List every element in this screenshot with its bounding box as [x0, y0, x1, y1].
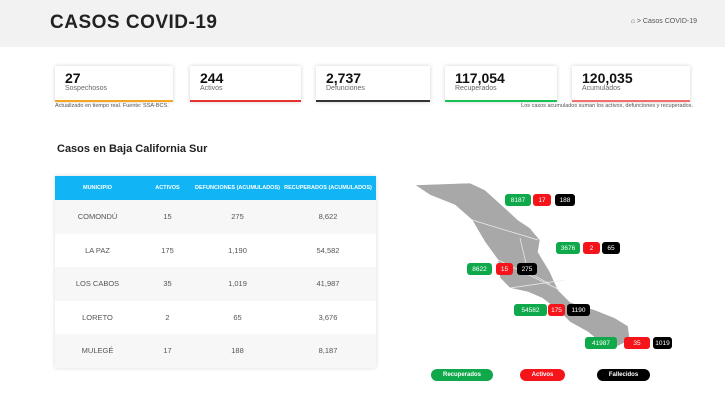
col-recuperados: RECUPERADOS (ACUMULADOS): [284, 185, 372, 191]
activos-badge: 15: [496, 263, 513, 275]
table-cell: LA PAZ: [85, 245, 110, 255]
stat-sospechosos: 27 Sospechosos: [55, 66, 173, 102]
table-cell: 54,582: [316, 245, 340, 255]
fallecidos-badge: 1019: [653, 337, 672, 349]
fallecidos-badge: 1190: [567, 304, 590, 316]
table-cell: 1,190: [228, 245, 247, 255]
table-cell: LORETO: [82, 312, 113, 322]
stat-value: 117,054: [455, 70, 505, 86]
recuperados-badge: 41987: [585, 337, 617, 349]
table-cell: COMONDÚ: [77, 212, 118, 222]
legend-fallecidos: Fallecidos: [597, 369, 650, 381]
accumulated-note: Los casos acumulados suman los activos, …: [521, 103, 693, 109]
table-cell: 2: [165, 312, 170, 322]
stat-recuperados: 117,054 Recuperados: [445, 66, 557, 102]
col-defunciones: DEFUNCIONES (ACUMULADOS): [195, 185, 280, 191]
legend-recuperados: Recuperados: [431, 369, 493, 381]
stat-value: 2,737: [326, 70, 362, 86]
breadcrumb-separator: >: [636, 18, 641, 25]
stat-defunciones: 2,737 Defunciones: [316, 66, 430, 102]
stat-label: Sospechosos: [65, 85, 108, 92]
page-title: CASOS COVID-19: [50, 12, 218, 33]
table-cell: 35: [163, 279, 172, 289]
home-icon[interactable]: ⌂: [630, 18, 635, 25]
page-header: CASOS COVID-19 ⌂ > Casos COVID-19: [0, 0, 725, 47]
table-cell: MULEGÉ: [81, 346, 114, 356]
recuperados-badge: 8187: [505, 194, 531, 206]
table-header: MUNICIPIO ACTIVOS DEFUNCIONES (ACUMULADO…: [55, 176, 376, 200]
table-cell: 175: [161, 245, 174, 255]
stat-value: 244: [200, 70, 224, 86]
activos-badge: 2: [583, 242, 600, 254]
table-cell: 15: [163, 212, 172, 222]
table-cell: 17: [163, 346, 172, 356]
table-cell: 65: [233, 312, 242, 322]
table-row: LA PAZ 175 1,190 54,582: [55, 234, 376, 268]
stat-label: Defunciones: [326, 85, 365, 92]
table-cell: LOS CABOS: [75, 279, 120, 289]
table-row: MULEGÉ 17 188 8,187: [55, 334, 376, 368]
table-row: LOS CABOS 35 1,019 41,987: [55, 267, 376, 301]
fallecidos-badge: 275: [517, 263, 537, 275]
breadcrumb: ⌂ > Casos COVID-19: [631, 18, 697, 25]
stat-label: Acumulados: [582, 85, 621, 92]
table-row: LORETO 2 65 3,676: [55, 301, 376, 335]
activos-badge: 35: [624, 337, 650, 349]
fallecidos-badge: 188: [555, 194, 575, 206]
col-municipio: MUNICIPIO: [82, 185, 113, 191]
table-cell: 3,676: [318, 312, 338, 322]
recuperados-badge: 8622: [467, 263, 492, 275]
stat-value: 120,035: [582, 70, 633, 86]
cases-table: MUNICIPIO ACTIVOS DEFUNCIONES (ACUMULADO…: [55, 176, 376, 368]
table-row: COMONDÚ 15 275 8,622: [55, 200, 376, 234]
table-cell: 188: [231, 346, 244, 356]
recuperados-badge: 54582: [514, 304, 547, 316]
source-note: Actualizado en tiempo real. Fuente: SSA-…: [55, 103, 169, 109]
table-cell: 8,187: [318, 346, 338, 356]
table-cell: 1,019: [228, 279, 247, 289]
stat-activos: 244 Activos: [190, 66, 301, 102]
stat-acumulados: 120,035 Acumulados: [572, 66, 690, 102]
section-title: Casos en Baja California Sur: [57, 143, 208, 155]
activos-badge: 175: [548, 304, 565, 316]
activos-badge: 17: [533, 194, 551, 206]
table-cell: 41,987: [316, 279, 340, 289]
stat-label: Activos: [200, 85, 223, 92]
table-cell: 275: [231, 212, 244, 222]
stat-label: Recuperados: [455, 85, 497, 92]
legend-activos: Activos: [520, 369, 565, 381]
fallecidos-badge: 65: [602, 242, 620, 254]
recuperados-badge: 3676: [556, 242, 580, 254]
stat-value: 27: [65, 70, 81, 86]
breadcrumb-current: Casos COVID-19: [642, 18, 697, 25]
table-cell: 8,622: [318, 212, 338, 222]
col-activos: ACTIVOS: [155, 185, 180, 191]
